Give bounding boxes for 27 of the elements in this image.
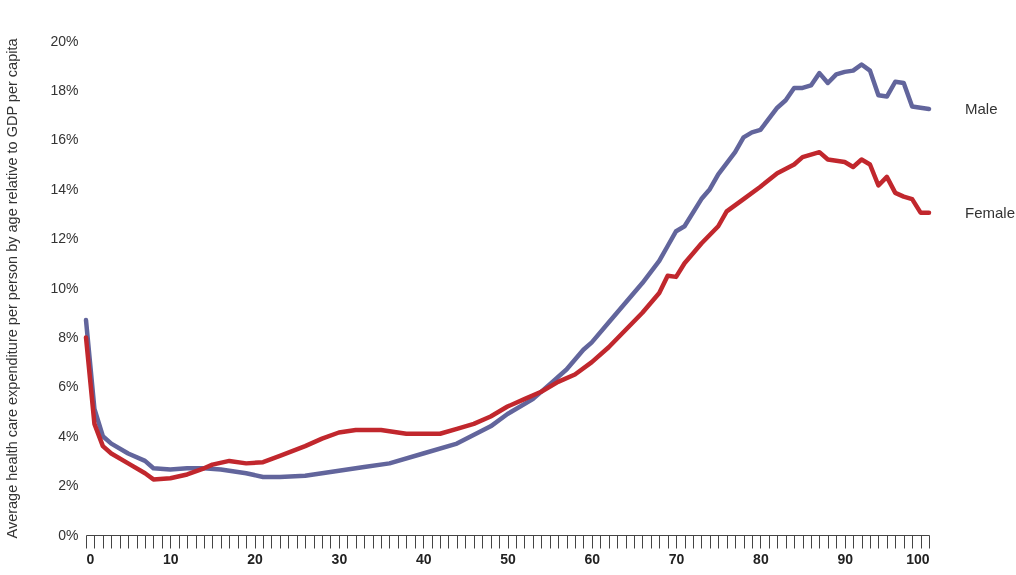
y-tick-label: 2% [58,477,79,494]
x-tick-label: 20 [247,550,264,567]
text: Female [965,203,1016,221]
x-tick-label: 10 [163,550,179,567]
x-tick-label: 90 [837,550,854,567]
line-series [83,149,932,482]
x-tick-label: 30 [331,550,348,567]
y-tick-label: 4% [58,427,79,444]
y-tick-label: 20% [50,32,79,49]
x-tick-label: 60 [584,550,601,567]
y-tick-label: 6% [58,378,79,395]
x-tick-label: 70 [668,550,685,567]
line-series [83,62,932,480]
x-tick-label: 50 [500,550,516,567]
x-tick-label: 0 [86,550,95,567]
x-tick-label: 100 [906,550,930,567]
y-tick-label: 8% [58,328,79,345]
y-tick-label: 0% [58,526,79,543]
x-tick-label: 40 [415,550,432,567]
y-tick-label: 16% [50,131,79,148]
x-tick-label: 80 [753,550,769,567]
y-tick-label: 10% [50,279,79,296]
y-tick-label: 18% [50,81,79,98]
y-tick-label: 12% [50,230,79,247]
y-tick-label: 14% [50,180,79,197]
text: Male [965,99,998,117]
y-axis-title: Average health care expenditure per person by age relative to GDP per capita [4,37,21,539]
